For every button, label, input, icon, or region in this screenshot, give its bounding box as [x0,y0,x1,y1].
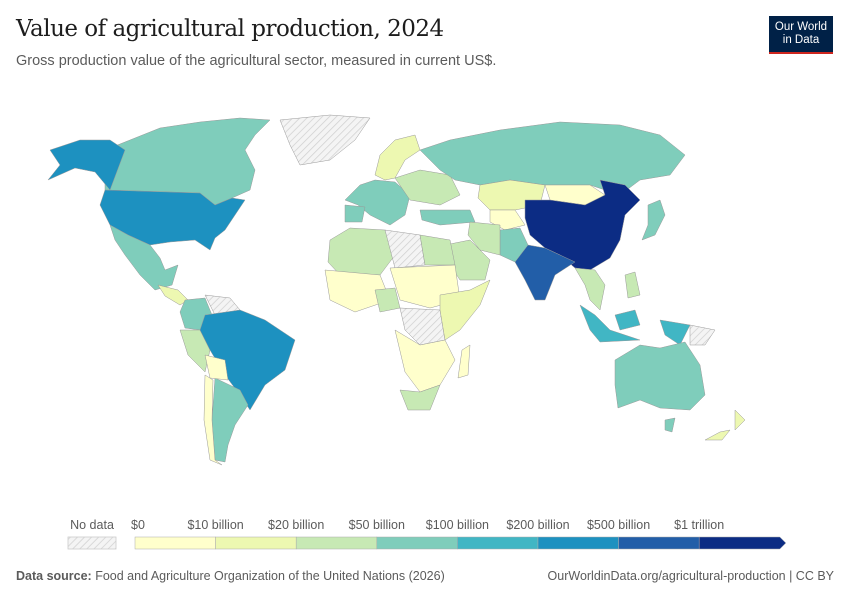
legend-bin-6[interactable] [618,536,700,550]
country-greenland[interactable] [279,114,371,166]
legend-bin-label: $20 billion [268,518,325,532]
legend-bin-label: $1 trillion [674,518,725,532]
country-australia[interactable] [614,341,706,433]
chart-url-license[interactable]: OurWorldinData.org/agricultural-producti… [547,569,834,583]
country-brazil[interactable] [199,309,296,411]
legend-bin-label: $500 billion [586,518,651,532]
data-source: Data source: Food and Agriculture Organi… [16,569,445,583]
legend-bin-label: $100 billion [425,518,490,532]
legend-bin-label: $50 billion [348,518,405,532]
legend-no-data-label: No data [70,518,114,532]
data-source-text: Food and Agriculture Organization of the… [95,569,445,583]
country-southern-africa[interactable] [394,329,456,393]
country-turkey[interactable] [419,209,476,226]
chart-title: Value of agricultural production, 2024 [16,16,444,42]
country-mexico[interactable] [109,224,179,291]
country-east-africa[interactable] [439,279,491,341]
legend-no-data-swatch [67,536,117,550]
country-madagascar[interactable] [457,344,471,379]
country-india[interactable] [514,244,576,301]
chart-subtitle: Gross production value of the agricultur… [16,53,497,69]
legend-bin-label: $0 [131,518,145,532]
country-central-america[interactable] [157,284,189,306]
country-philippines[interactable] [624,271,641,299]
legend-bin-label: $200 billion [506,518,570,532]
legend-bin-2[interactable] [295,536,378,550]
country-nigeria[interactable] [374,287,401,313]
legend-bin-4[interactable] [457,536,539,550]
country-bolivia[interactable] [204,354,229,381]
logo-line-1: Our World [774,21,828,33]
country-russia[interactable] [419,121,686,196]
country-eastern-europe[interactable] [394,169,461,206]
country-chile[interactable] [203,374,223,466]
country-iran[interactable] [467,221,501,256]
country-alaska[interactable] [47,139,126,191]
world-map[interactable] [0,105,850,505]
legend-bin-5[interactable] [537,536,619,550]
country-north-africa[interactable] [327,227,396,276]
legend-bin-3[interactable] [376,536,458,550]
legend-bin-0[interactable] [134,536,216,550]
owid-logo[interactable]: Our World in Data [769,16,833,54]
country-china[interactable] [524,179,641,271]
country-south-africa[interactable] [399,384,441,411]
legend-bin-label: $10 billion [187,518,244,532]
legend-bin-1[interactable] [215,536,297,550]
country-southeast-asia[interactable] [574,267,606,311]
country-west-africa[interactable] [324,269,391,313]
country-spain[interactable] [344,204,366,223]
legend-bin-7[interactable] [698,536,787,550]
country-new-zealand[interactable] [704,409,746,441]
logo-line-2: in Data [782,34,820,46]
data-source-label: Data source: [16,569,92,583]
country-japan[interactable] [641,199,666,241]
country-egypt[interactable] [419,234,456,266]
country-libya[interactable] [384,229,426,269]
country-papua-new-guinea[interactable] [689,324,716,346]
country-indonesia[interactable] [579,304,691,346]
map-legend: No data $0 $10 billion $20 billion $50 bill… [0,515,850,555]
